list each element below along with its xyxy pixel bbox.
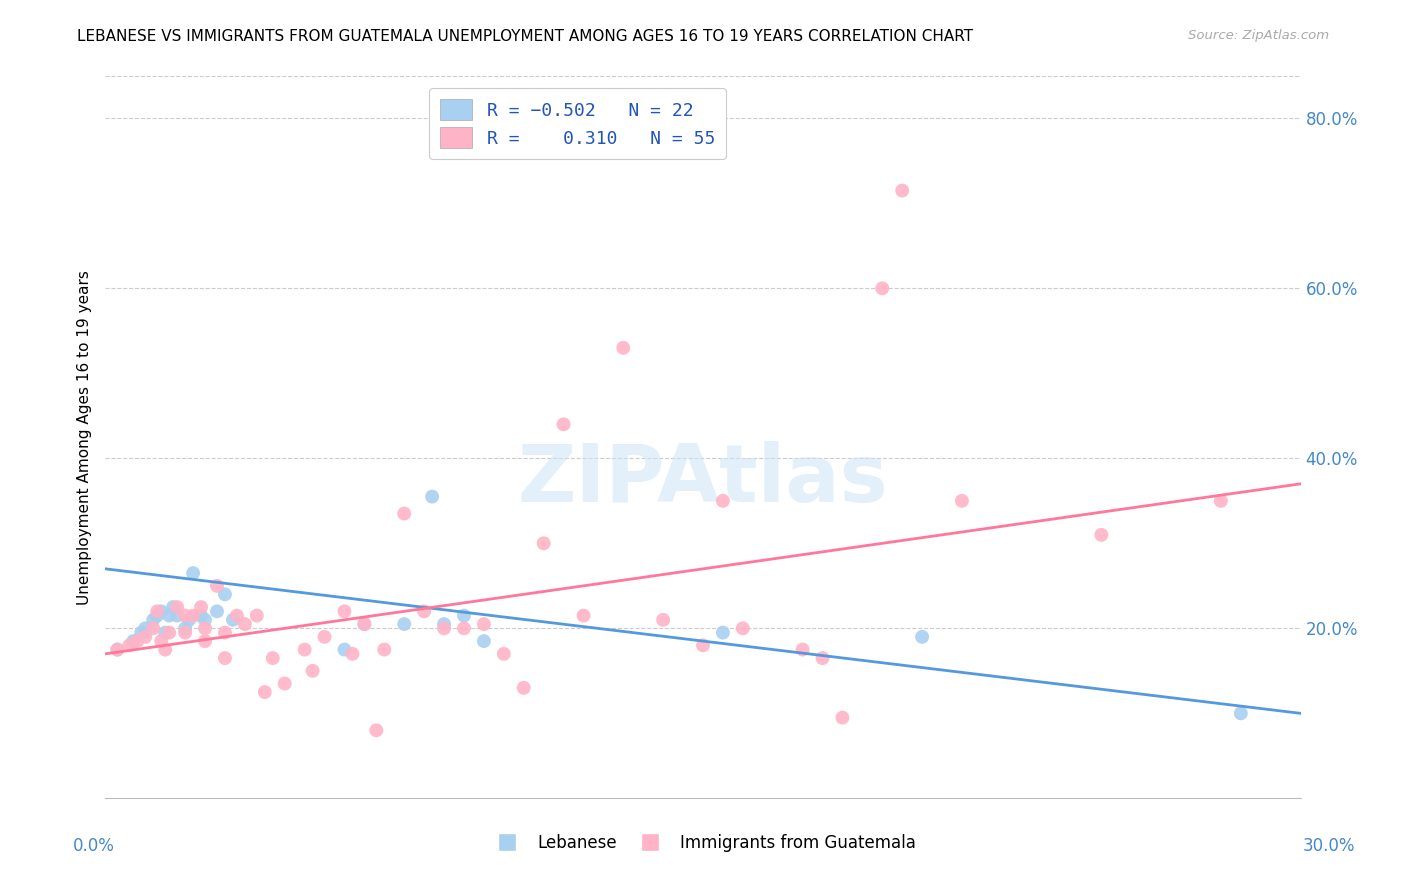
Point	[472, 617, 495, 632]
Point	[333, 642, 356, 657]
Point	[453, 621, 475, 635]
Point	[392, 617, 416, 632]
Point	[222, 613, 245, 627]
Text: 30.0%: 30.0%	[1302, 837, 1355, 855]
Point	[181, 566, 204, 580]
Y-axis label: Unemployment Among Ages 16 to 19 years: Unemployment Among Ages 16 to 19 years	[76, 269, 91, 605]
Point	[513, 681, 536, 695]
Point	[262, 651, 284, 665]
Point	[711, 625, 734, 640]
Point	[433, 617, 456, 632]
Point	[194, 621, 217, 635]
Point	[233, 617, 256, 632]
Point	[831, 710, 853, 724]
Point	[177, 613, 201, 627]
Legend: Lebanese, Immigrants from Guatemala: Lebanese, Immigrants from Guatemala	[484, 828, 922, 859]
Point	[373, 642, 395, 657]
Point	[420, 490, 443, 504]
Point	[366, 723, 388, 738]
Point	[1229, 706, 1251, 721]
Point	[353, 617, 375, 632]
Point	[118, 638, 141, 652]
Point	[472, 634, 495, 648]
Point	[214, 587, 236, 601]
Point	[205, 604, 228, 618]
Point	[107, 642, 129, 657]
Point	[214, 651, 236, 665]
Point	[174, 608, 197, 623]
Point	[153, 642, 177, 657]
Point	[190, 608, 212, 623]
Point	[174, 621, 197, 635]
Point	[150, 604, 173, 618]
Point	[174, 625, 197, 640]
Point	[1090, 528, 1112, 542]
Point	[301, 664, 323, 678]
Point	[190, 600, 212, 615]
Point	[225, 608, 249, 623]
Point	[157, 625, 180, 640]
Point	[692, 638, 714, 652]
Point	[134, 630, 156, 644]
Point	[353, 617, 375, 632]
Point	[107, 642, 129, 657]
Point	[333, 604, 356, 618]
Point	[253, 685, 276, 699]
Point	[392, 507, 416, 521]
Point	[911, 630, 934, 644]
Point	[194, 613, 217, 627]
Point	[433, 621, 456, 635]
Point	[127, 634, 149, 648]
Point	[294, 642, 316, 657]
Point	[342, 647, 364, 661]
Point	[134, 621, 156, 635]
Point	[891, 184, 914, 198]
Point	[811, 651, 834, 665]
Point	[413, 604, 436, 618]
Point	[731, 621, 754, 635]
Point	[122, 634, 145, 648]
Point	[492, 647, 515, 661]
Point	[553, 417, 575, 432]
Point	[612, 341, 634, 355]
Point	[150, 634, 173, 648]
Point	[129, 625, 153, 640]
Point	[453, 608, 475, 623]
Point	[181, 608, 204, 623]
Text: 0.0%: 0.0%	[73, 837, 115, 855]
Point	[872, 281, 894, 295]
Point	[166, 600, 188, 615]
Point	[157, 608, 180, 623]
Point	[572, 608, 595, 623]
Point	[950, 493, 973, 508]
Text: Source: ZipAtlas.com: Source: ZipAtlas.com	[1188, 29, 1329, 42]
Text: LEBANESE VS IMMIGRANTS FROM GUATEMALA UNEMPLOYMENT AMONG AGES 16 TO 19 YEARS COR: LEBANESE VS IMMIGRANTS FROM GUATEMALA UN…	[77, 29, 973, 44]
Point	[246, 608, 269, 623]
Point	[273, 676, 295, 690]
Point	[214, 625, 236, 640]
Point	[533, 536, 555, 550]
Point	[194, 634, 217, 648]
Point	[1209, 493, 1232, 508]
Point	[162, 600, 184, 615]
Point	[166, 608, 188, 623]
Point	[205, 579, 228, 593]
Point	[652, 613, 675, 627]
Point	[142, 621, 165, 635]
Text: ZIPAtlas: ZIPAtlas	[517, 442, 889, 519]
Point	[146, 608, 169, 623]
Point	[711, 493, 734, 508]
Point	[153, 625, 177, 640]
Point	[142, 613, 165, 627]
Legend: R = −0.502   N = 22, R =    0.310   N = 55: R = −0.502 N = 22, R = 0.310 N = 55	[429, 88, 725, 159]
Point	[146, 604, 169, 618]
Point	[314, 630, 336, 644]
Point	[792, 642, 814, 657]
